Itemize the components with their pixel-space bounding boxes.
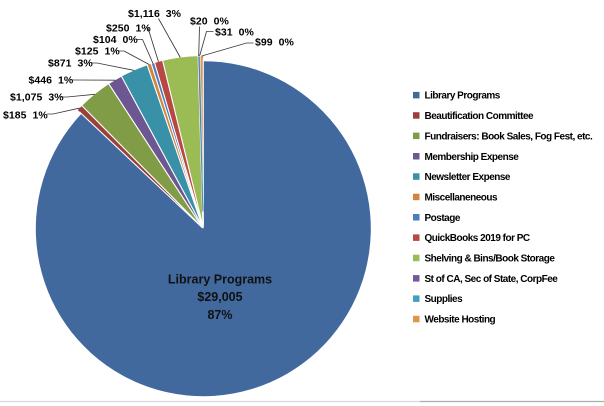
svg-text:Website Hosting: Website Hosting bbox=[425, 315, 496, 326]
svg-text:Library Programs: Library Programs bbox=[168, 273, 272, 287]
svg-text:Postage: Postage bbox=[425, 213, 461, 224]
svg-text:St of CA, Sec of State, CorpFe: St of CA, Sec of State, CorpFee bbox=[425, 274, 559, 285]
svg-text:Membership Expense: Membership Expense bbox=[425, 152, 520, 163]
svg-text:Supplies: Supplies bbox=[425, 294, 464, 305]
svg-text:Newsletter Expense: Newsletter Expense bbox=[425, 172, 511, 183]
svg-text:$250 1%: $250 1% bbox=[106, 23, 151, 35]
svg-text:87%: 87% bbox=[207, 308, 232, 322]
svg-text:$104 0%: $104 0% bbox=[93, 34, 138, 46]
svg-text:$29,005: $29,005 bbox=[197, 290, 242, 304]
svg-text:$1,116 3%: $1,116 3% bbox=[128, 8, 182, 20]
svg-text:Miscellaneneous: Miscellaneneous bbox=[425, 193, 498, 204]
svg-text:Shelving & Bins/Book Storage: Shelving & Bins/Book Storage bbox=[425, 254, 556, 265]
svg-text:Fundraisers: Book Sales, Fog F: Fundraisers: Book Sales, Fog Fest, etc. bbox=[425, 131, 593, 142]
svg-text:$871 3%: $871 3% bbox=[48, 58, 93, 70]
svg-text:Library Programs: Library Programs bbox=[425, 91, 501, 102]
svg-text:QuickBooks 2019 for PC: QuickBooks 2019 for PC bbox=[425, 233, 530, 244]
svg-text:$99 0%: $99 0% bbox=[255, 37, 294, 49]
svg-text:$1,075 3%: $1,075 3% bbox=[10, 92, 64, 104]
svg-text:$185 1%: $185 1% bbox=[3, 110, 48, 122]
svg-text:$446 1%: $446 1% bbox=[29, 75, 74, 87]
svg-text:Beautification Committee: Beautification Committee bbox=[425, 111, 535, 122]
svg-text:$20 0%: $20 0% bbox=[190, 15, 229, 27]
svg-text:$125 1%: $125 1% bbox=[75, 46, 120, 58]
svg-text:$31 0%: $31 0% bbox=[215, 26, 254, 38]
